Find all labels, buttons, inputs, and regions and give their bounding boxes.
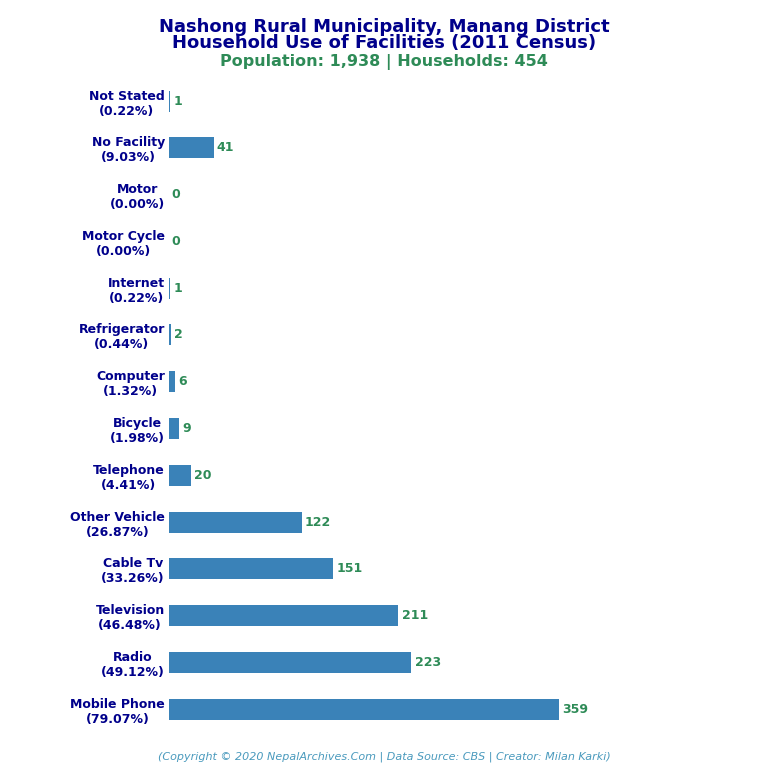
Text: 41: 41	[217, 141, 234, 154]
Text: Nashong Rural Municipality, Manang District: Nashong Rural Municipality, Manang Distr…	[159, 18, 609, 35]
Text: Population: 1,938 | Households: 454: Population: 1,938 | Households: 454	[220, 54, 548, 70]
Bar	[169, 371, 175, 392]
Bar	[169, 278, 170, 299]
Bar	[169, 465, 190, 486]
Bar	[169, 558, 333, 579]
Bar	[169, 324, 171, 346]
Text: Household Use of Facilities (2011 Census): Household Use of Facilities (2011 Census…	[172, 34, 596, 51]
Bar	[169, 137, 214, 158]
Bar	[169, 418, 179, 439]
Text: 0: 0	[171, 188, 180, 201]
Bar	[169, 699, 559, 720]
Text: 211: 211	[402, 609, 428, 622]
Text: 122: 122	[305, 515, 331, 528]
Bar	[169, 511, 302, 532]
Text: 359: 359	[562, 703, 588, 716]
Text: 151: 151	[336, 562, 362, 575]
Text: 223: 223	[415, 656, 441, 669]
Text: 1: 1	[174, 282, 182, 295]
Text: (Copyright © 2020 NepalArchives.Com | Data Source: CBS | Creator: Milan Karki): (Copyright © 2020 NepalArchives.Com | Da…	[157, 751, 611, 762]
Text: 9: 9	[182, 422, 190, 435]
Text: 20: 20	[194, 468, 211, 482]
Bar	[169, 605, 399, 626]
Text: 1: 1	[174, 94, 182, 108]
Bar	[169, 652, 412, 673]
Text: 2: 2	[174, 329, 183, 342]
Text: 0: 0	[171, 235, 180, 248]
Bar	[169, 91, 170, 111]
Text: 6: 6	[179, 376, 187, 389]
